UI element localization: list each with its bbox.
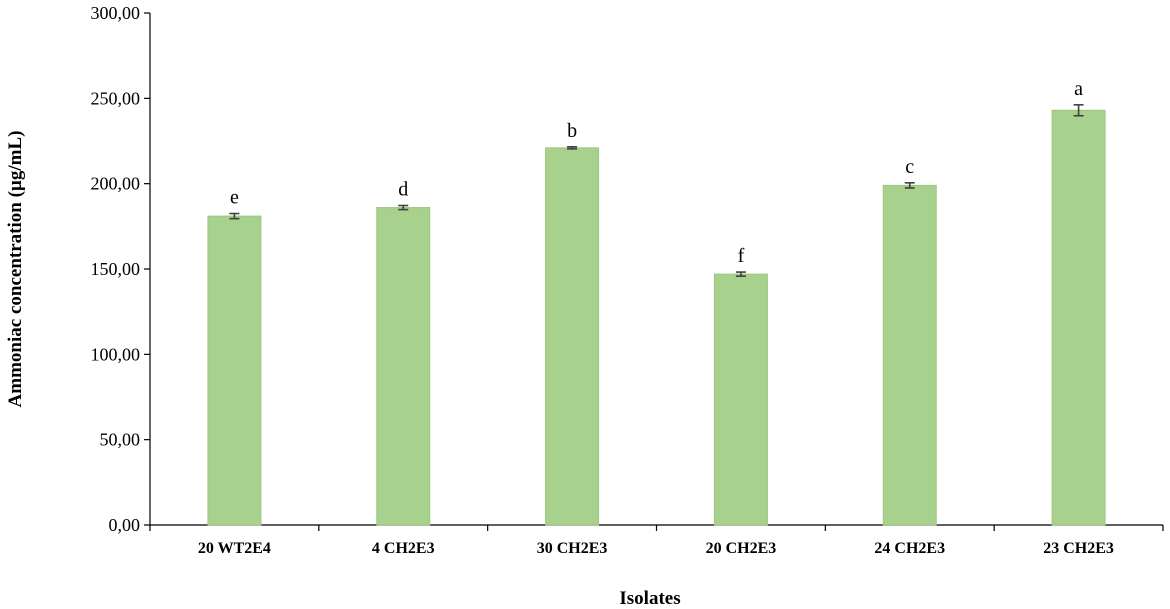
significance-letter: e [230, 187, 239, 209]
error-bar [1073, 104, 1084, 117]
significance-letter: d [398, 179, 408, 201]
y-tick-label: 100,00 [91, 344, 141, 364]
error-bar [398, 204, 409, 211]
significance-letter: f [738, 245, 745, 267]
bar [882, 184, 937, 526]
error-bar [567, 146, 578, 150]
y-tick-label: 150,00 [91, 259, 141, 279]
bar [545, 147, 600, 526]
error-bar [229, 212, 240, 220]
y-tick-label: 50,00 [100, 430, 141, 450]
x-tick-label: 20 WT2E4 [198, 540, 271, 557]
bar [1051, 109, 1106, 526]
y-tick-label: 200,00 [91, 174, 141, 194]
x-axis: 20 WT2E4 4 CH2E3 30 CH2E3 20 CH2E3 24 CH2E3 2… [149, 524, 1164, 557]
bar [713, 273, 768, 526]
bar [207, 215, 262, 526]
x-tick-label: 20 CH2E3 [706, 540, 777, 557]
x-tick-label: 24 CH2E3 [874, 540, 945, 557]
bar [376, 207, 431, 526]
error-bars [229, 104, 1084, 277]
significance-letter: c [905, 156, 914, 178]
y-tick-label: 300,00 [91, 3, 141, 23]
x-axis-title: Isolates [619, 588, 680, 609]
bars [207, 109, 1106, 526]
y-tick-label: 0,00 [109, 515, 141, 535]
significance-letters: e d b f c a [230, 78, 1083, 267]
significance-letter: a [1074, 78, 1083, 100]
error-bar [735, 271, 746, 277]
y-axis-title: Ammoniac concentration (µg/mL) [5, 131, 26, 408]
y-tick-label: 250,00 [91, 88, 141, 108]
x-tick-label: 30 CH2E3 [537, 540, 608, 557]
significance-letter: b [567, 120, 577, 142]
error-bar [904, 182, 915, 189]
x-tick-label: 23 CH2E3 [1043, 540, 1114, 557]
x-tick-label: 4 CH2E3 [372, 540, 435, 557]
y-axis: 0,00 50,00 100,00 150,00 200,00 250,00 300,00 [91, 3, 151, 535]
